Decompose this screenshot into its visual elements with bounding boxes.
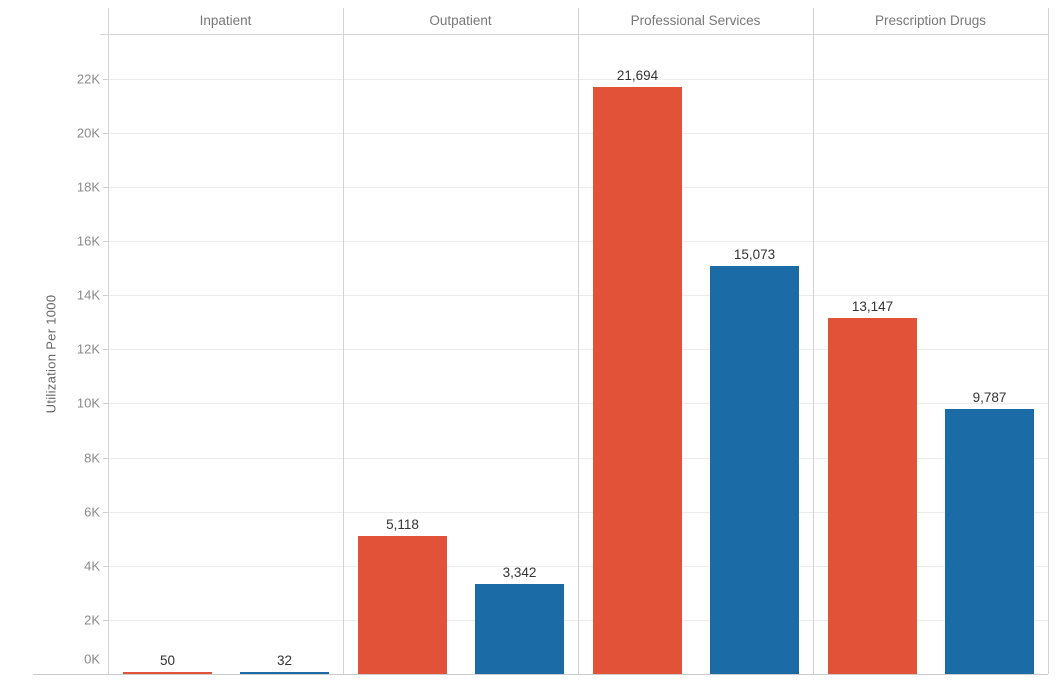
bar-red-series[interactable] — [593, 86, 682, 674]
bar-blue-series[interactable] — [240, 672, 329, 674]
y-tick-label: 14K — [76, 287, 100, 303]
bar-value-label: 9,787 — [972, 390, 1007, 406]
y-tick-mark — [103, 295, 108, 297]
bar-value-label: 50 — [159, 653, 176, 668]
panel-header: Professional Services — [630, 12, 761, 28]
y-tick-label: 0K — [84, 651, 100, 667]
y-tick-label: 18K — [76, 179, 100, 195]
bar-value-label: 3,342 — [502, 564, 537, 580]
bar-value-label: 13,147 — [851, 299, 894, 315]
y-tick-label: 20K — [76, 125, 100, 141]
bar-value-label: 21,694 — [616, 67, 659, 83]
bar-value-label: 5,118 — [386, 516, 419, 532]
y-tick-mark — [103, 403, 108, 405]
y-tick-label: 22K — [76, 71, 100, 87]
panel-header: Outpatient — [429, 12, 492, 28]
y-tick-mark — [103, 511, 108, 513]
bar-value-label: 32 — [276, 653, 293, 668]
header-separator-line — [100, 34, 1048, 35]
y-tick-mark — [103, 619, 108, 621]
y-tick-mark — [103, 241, 108, 243]
y-tick-label: 16K — [76, 233, 100, 249]
y-tick-mark — [103, 349, 108, 351]
bar-blue-series[interactable] — [945, 409, 1034, 674]
panel-divider — [578, 8, 579, 674]
bar-blue-series[interactable] — [475, 583, 564, 674]
y-tick-mark — [103, 78, 108, 80]
y-tick-mark — [103, 132, 108, 134]
y-tick-label: 6K — [84, 504, 100, 520]
panel-divider — [343, 8, 344, 674]
panel-divider — [108, 8, 109, 674]
bar-value-label: 15,073 — [733, 247, 776, 263]
y-tick-label: 10K — [76, 395, 100, 411]
y-tick-mark — [103, 186, 108, 188]
bar-red-series[interactable] — [828, 318, 917, 674]
panel-header: Prescription Drugs — [874, 12, 987, 28]
y-tick-mark — [103, 565, 108, 567]
y-tick-label: 4K — [84, 558, 100, 574]
y-tick-label: 2K — [84, 612, 100, 628]
y-tick-label: 8K — [84, 450, 100, 465]
y-tick-label: 12K — [76, 341, 100, 357]
panel-divider — [1048, 8, 1049, 674]
panel-divider — [813, 8, 814, 674]
x-axis-line — [33, 674, 1048, 675]
bar-red-series[interactable] — [123, 672, 212, 674]
bar-blue-series[interactable] — [710, 266, 799, 674]
y-tick-mark — [103, 457, 108, 459]
panel-header: Inpatient — [199, 12, 252, 28]
bar-red-series[interactable] — [358, 535, 447, 674]
